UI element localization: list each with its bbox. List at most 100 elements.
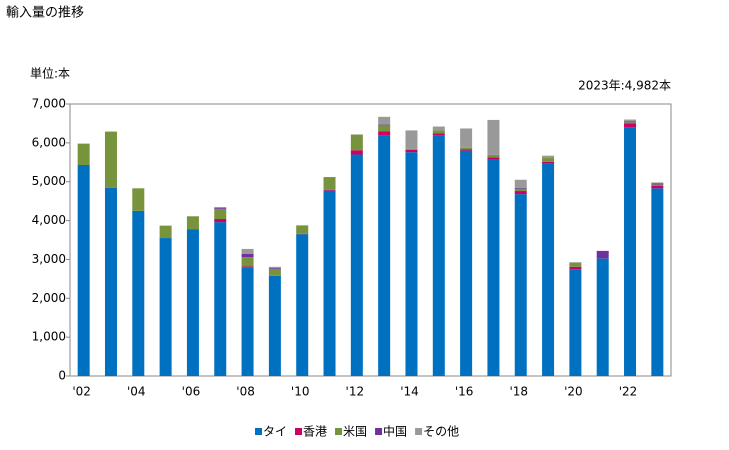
bar-segment <box>378 124 391 126</box>
bar-segment <box>132 210 145 376</box>
bar-segment <box>514 179 527 188</box>
bar-segment <box>651 188 664 376</box>
y-tick-label: 0 <box>58 369 66 383</box>
bar-segment <box>651 183 664 185</box>
bar-segment <box>542 155 555 159</box>
x-tick-label: '14 <box>400 385 419 399</box>
bar-segment <box>624 122 637 124</box>
bar-segment <box>624 123 637 128</box>
bar-segment <box>323 189 336 191</box>
bar-segment <box>596 250 609 258</box>
bar-segment <box>651 185 664 189</box>
bar-segment <box>268 275 281 376</box>
bar-segment <box>241 257 254 267</box>
bar-segment <box>432 126 445 131</box>
bar-segment <box>378 131 391 136</box>
legend-label: タイ <box>263 425 287 439</box>
plot-frame <box>69 103 672 377</box>
x-tick-label: '10 <box>291 385 310 399</box>
x-tick-label: '18 <box>509 385 528 399</box>
bar-segment <box>296 225 309 227</box>
bar-segment <box>542 158 555 162</box>
bar-segment <box>323 190 336 376</box>
bar-segment <box>214 206 227 209</box>
bar-segment <box>378 135 391 376</box>
legend-label: 米国 <box>343 425 367 439</box>
y-tick-label: 5,000 <box>32 174 66 188</box>
bar-segment <box>186 216 199 230</box>
bar-segment <box>569 262 582 263</box>
bar-segment <box>405 152 418 376</box>
bar-segment <box>487 159 500 376</box>
bar-segment <box>651 184 664 186</box>
x-tick-label: '08 <box>236 385 255 399</box>
bar-segment <box>624 127 637 376</box>
bar-segment <box>405 148 418 150</box>
x-tick-label: '22 <box>619 385 638 399</box>
bar-segment <box>487 157 500 160</box>
bar-segment <box>159 225 172 239</box>
bar-segment <box>104 187 117 376</box>
legend-swatch <box>255 428 262 435</box>
bar-segment <box>214 222 227 376</box>
bar-segment <box>241 266 254 268</box>
bar-segment <box>268 267 281 269</box>
y-tick-label: 6,000 <box>32 135 66 149</box>
bar-segment <box>132 188 145 211</box>
legend-swatch <box>375 428 383 435</box>
bar-segment <box>624 121 637 123</box>
bar-segment <box>77 143 90 166</box>
bar-segment <box>296 226 309 234</box>
bar-segment <box>378 125 391 132</box>
y-tick-label: 3,000 <box>32 252 66 266</box>
bar-segment <box>514 191 527 195</box>
bar-segment <box>350 150 363 155</box>
bar-segment <box>514 188 527 192</box>
bar-segment <box>460 150 473 376</box>
bar-segment <box>487 119 500 155</box>
bar-segment <box>241 253 254 258</box>
bar-segment <box>214 208 227 210</box>
annotation: 2023年:4,982本 <box>578 79 671 93</box>
y-tick-label: 1,000 <box>32 330 66 344</box>
bar-segment <box>350 154 363 376</box>
bar-segment <box>323 177 336 190</box>
x-tick-label: '06 <box>182 385 201 399</box>
bar-segment <box>77 165 90 376</box>
bar-segment <box>268 266 281 268</box>
bar-segment <box>214 219 227 223</box>
bar-segment <box>405 149 418 153</box>
legend-swatch <box>295 428 303 435</box>
bar-segment <box>350 134 363 151</box>
bar-segment <box>542 163 555 376</box>
x-tick-label: '20 <box>564 385 583 399</box>
legend-swatch <box>335 428 343 435</box>
bar-segment <box>268 268 281 276</box>
bar-segment <box>596 258 609 376</box>
bar-segment <box>569 262 582 267</box>
bar-segment <box>214 209 227 220</box>
bar-segment <box>186 229 199 376</box>
bar-segment <box>460 128 473 148</box>
bar-segment <box>487 154 500 158</box>
x-tick-label: '02 <box>72 385 91 399</box>
legend-label: 香港 <box>303 425 327 439</box>
bar-segment <box>405 130 418 149</box>
bar-segment <box>104 131 117 188</box>
bar-segment <box>432 135 445 376</box>
bar-segment <box>651 182 664 184</box>
bar-segment <box>569 266 582 270</box>
chart-title: 輸入量の推移 <box>6 6 84 21</box>
bar-segment <box>241 267 254 376</box>
bar-segment <box>569 269 582 376</box>
bar-segment <box>624 119 637 122</box>
legend-label: その他 <box>423 425 459 439</box>
bar-segment <box>596 257 609 259</box>
bar-segment <box>241 248 254 254</box>
bar-segment <box>460 147 473 150</box>
bar-segment <box>460 149 473 151</box>
x-tick-label: '12 <box>346 385 365 399</box>
bar-segment <box>542 161 555 164</box>
bar-segment <box>432 130 445 134</box>
